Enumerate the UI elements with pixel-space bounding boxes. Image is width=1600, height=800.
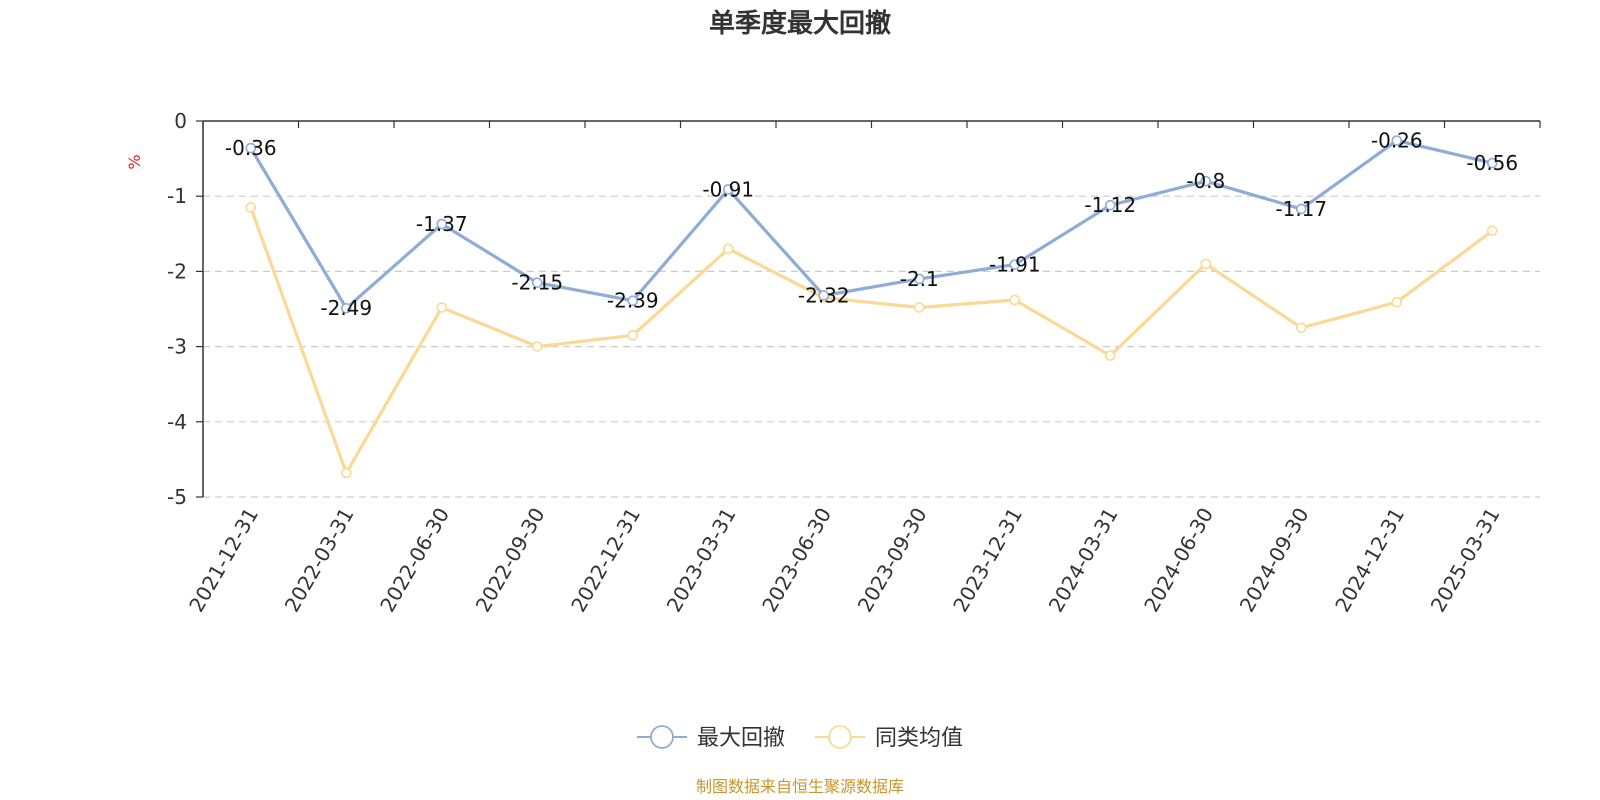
data-point: [627, 295, 639, 307]
data-point: [245, 202, 257, 213]
data-point: [1200, 175, 1212, 187]
data-point: [436, 302, 448, 313]
data-point: [913, 273, 925, 285]
legend[interactable]: 最大回撤 同类均值: [637, 725, 963, 751]
y-tick-label: -2: [167, 259, 187, 283]
data-label: -1.37: [416, 212, 468, 236]
data-label: -1.17: [1275, 197, 1327, 221]
x-tick-label: 2021-12-31: [184, 504, 263, 617]
data-label: -0.8: [1186, 169, 1225, 193]
x-tick-label: 2023-03-31: [662, 504, 741, 617]
y-tick-label: -1: [167, 184, 187, 208]
x-tick-label: 2022-06-30: [375, 504, 454, 617]
x-tick-label: 2023-09-30: [853, 504, 932, 617]
data-point: [818, 290, 830, 301]
data-point: [1009, 259, 1021, 270]
series-line: [249, 206, 1494, 475]
data-point: [627, 330, 639, 341]
x-tick-label: 2022-12-31: [566, 504, 645, 617]
data-label: -1.12: [1084, 193, 1136, 217]
y-tick-label: 0: [174, 109, 187, 133]
data-point: [722, 184, 734, 195]
data-point: [436, 218, 448, 230]
x-tick-label: 2023-12-31: [948, 504, 1027, 617]
data-point: [1486, 157, 1498, 169]
data-point: [1295, 203, 1307, 215]
data-label: -0.36: [225, 136, 277, 160]
y-tick-label: -4: [167, 410, 187, 434]
data-point: [340, 467, 352, 479]
x-tick-label: 2023-06-30: [757, 504, 836, 617]
chart-title: 单季度最大回撤: [709, 8, 891, 39]
data-point: [913, 302, 925, 313]
data-label: -0.56: [1466, 151, 1518, 175]
data-label: -2.1: [900, 267, 939, 291]
data-point: [1009, 294, 1021, 306]
data-label: -2.49: [320, 296, 372, 320]
legend-marker: [828, 725, 852, 749]
legend-marker: [650, 725, 674, 749]
data-label: -1.91: [989, 253, 1041, 277]
x-tick-label: 2024-12-31: [1330, 504, 1409, 617]
data-point: [722, 243, 734, 255]
data-point: [1200, 258, 1212, 270]
data-point: [1104, 350, 1116, 361]
x-tick-label: 2024-03-31: [1044, 504, 1123, 617]
series-lines: [245, 135, 1498, 479]
legend-label: 同类均值: [875, 726, 963, 751]
data-label: -0.91: [702, 177, 754, 201]
x-tick-label: 2022-09-30: [471, 504, 550, 617]
y-tick-label: -5: [167, 485, 187, 509]
data-point: [1486, 225, 1498, 237]
x-tick-label: 2025-03-31: [1426, 504, 1505, 617]
source-note: 制图数据来自恒生聚源数据库: [696, 777, 904, 796]
data-label: -2.39: [607, 289, 659, 313]
data-point: [340, 302, 352, 314]
series-line: [249, 139, 1493, 310]
data-labels: -0.36 -2.49 -1.37 -2.15 -2.39 -0.91 -2.32 -2.1 -…: [225, 129, 1518, 321]
y-tick-label: -3: [167, 335, 187, 359]
grid-lines: [203, 195, 1540, 498]
x-tick-label: 2024-09-30: [1235, 504, 1314, 617]
data-point: [1295, 322, 1307, 334]
data-point: [1104, 199, 1116, 211]
data-point: [531, 277, 543, 288]
legend-label: 最大回撤: [697, 726, 785, 751]
data-point: [245, 142, 257, 154]
x-tick-label: 2022-03-31: [280, 504, 359, 617]
y-axis-unit: %: [125, 154, 144, 169]
data-label: -0.26: [1371, 129, 1423, 153]
legend-item[interactable]: 同类均值: [815, 725, 963, 751]
data-label: -2.15: [511, 271, 563, 295]
data-point: [1391, 296, 1403, 308]
data-label: -2.32: [798, 283, 850, 307]
legend-item[interactable]: 最大回撤: [637, 725, 785, 751]
data-point: [531, 341, 543, 352]
data-point: [1391, 135, 1403, 146]
x-tick-label: 2024-06-30: [1139, 504, 1218, 617]
